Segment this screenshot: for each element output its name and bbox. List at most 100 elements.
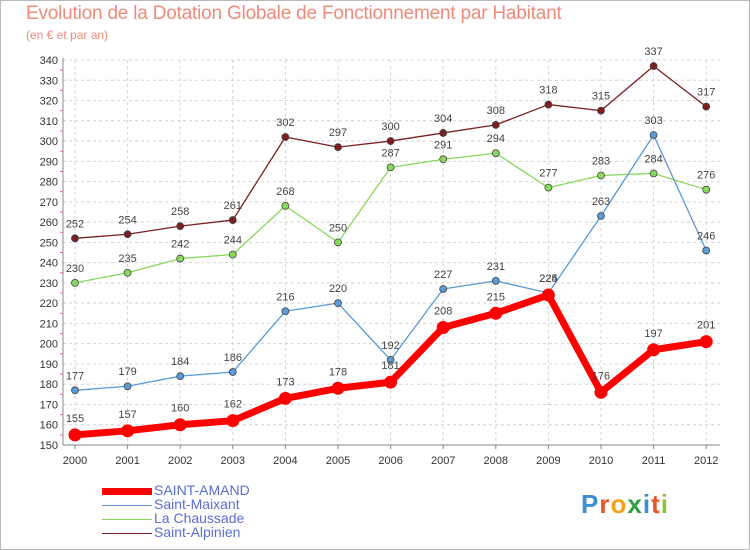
data-point (331, 381, 345, 395)
x-tick-label: 2008 (484, 455, 508, 467)
data-point (541, 288, 555, 302)
data-point (597, 106, 605, 115)
y-tick-label: 250 (40, 237, 58, 249)
data-point (702, 185, 711, 194)
data-label: 208 (434, 305, 452, 317)
data-label: 297 (329, 127, 347, 139)
data-labels: 252 254 258 261 302 297 300 304 308 318 315 337 317 2… (66, 46, 716, 425)
data-point (699, 335, 713, 349)
axes (60, 58, 720, 449)
data-label: 197 (644, 328, 662, 340)
legend-item-saint-maixant: Saint-Maixant (102, 496, 302, 512)
data-label: 220 (329, 283, 347, 295)
data-point (228, 250, 237, 259)
data-point (491, 120, 500, 129)
data-point (281, 201, 290, 210)
y-tick-label: 330 (40, 75, 58, 87)
data-point (71, 234, 79, 243)
tick-labels: 150 160 170 180 190 200 210 220 230 240 250 260 270 2… (40, 55, 719, 467)
data-point (439, 285, 448, 293)
data-point (436, 320, 450, 334)
y-tick-label: 290 (40, 156, 58, 168)
data-point (439, 155, 448, 164)
line-chart: 150 160 170 180 190 200 210 220 230 240 250 260 270 2… (40, 46, 720, 467)
x-tick-label: 2006 (378, 455, 402, 467)
y-tick-label: 300 (40, 136, 58, 148)
data-point (228, 368, 237, 376)
data-label: 225 (539, 273, 557, 285)
data-point (281, 133, 290, 141)
data-label: 242 (171, 239, 189, 251)
y-tick-label: 160 (40, 420, 58, 432)
data-label: 235 (118, 253, 136, 265)
data-point (384, 375, 398, 389)
data-point (386, 137, 395, 145)
data-label: 177 (66, 370, 84, 382)
legend-swatch-la-chaussade (102, 519, 152, 520)
legend-label: SAINT-AMAND (154, 482, 250, 498)
data-label: 337 (644, 46, 662, 58)
x-tick-label: 2001 (115, 455, 139, 467)
legend-label: Saint-Alpinien (154, 524, 241, 540)
data-point (334, 143, 342, 152)
data-label: 155 (66, 413, 84, 425)
data-label: 300 (381, 121, 399, 133)
data-point (489, 306, 503, 320)
data-label: 179 (118, 366, 136, 378)
y-tick-label: 150 (40, 440, 58, 452)
data-point (71, 386, 79, 395)
legend-item-saint-alpinien: Saint-Alpinien (102, 524, 302, 540)
data-label: 192 (381, 340, 399, 352)
x-tick-label: 2003 (221, 455, 245, 467)
y-tick-label: 340 (40, 55, 58, 67)
logo-letter: P (581, 489, 600, 519)
y-tick-label: 270 (40, 197, 58, 209)
data-point (176, 222, 185, 231)
data-point (123, 382, 132, 391)
x-tick-label: 2009 (536, 455, 560, 467)
logo-letter: o (610, 489, 628, 519)
data-point (649, 169, 658, 178)
data-label: 157 (118, 409, 136, 421)
data-point (597, 212, 605, 220)
data-point (491, 276, 500, 285)
data-label: 230 (66, 263, 84, 275)
data-label: 160 (171, 403, 189, 415)
x-tick-label: 2004 (273, 455, 297, 467)
logo-letter: r (599, 489, 611, 519)
data-label: 224 (539, 273, 557, 285)
data-label: 173 (276, 376, 294, 388)
data-label: 263 (592, 196, 610, 208)
x-tick-label: 2007 (431, 455, 455, 467)
data-point (228, 216, 237, 224)
data-point (281, 307, 290, 316)
y-tick-label: 320 (40, 96, 58, 108)
y-tick-label: 280 (40, 177, 58, 189)
x-tick-label: 2011 (642, 455, 666, 467)
logo-letter: i (642, 489, 652, 519)
data-point (334, 238, 342, 247)
data-point (386, 355, 395, 364)
data-point (226, 414, 240, 428)
data-point (439, 129, 448, 137)
data-point (173, 418, 187, 432)
x-tick-label: 2005 (326, 455, 350, 467)
legend-label: Saint-Maixant (154, 496, 240, 512)
y-tick-label: 180 (40, 379, 58, 391)
data-label: 231 (487, 261, 505, 273)
data-point (386, 163, 395, 172)
legend-item-saint-amand: SAINT-AMAND (102, 482, 302, 498)
data-label: 276 (697, 170, 715, 182)
data-label: 244 (224, 235, 242, 247)
data-label: 250 (329, 222, 347, 234)
data-label: 216 (276, 291, 294, 303)
data-label: 317 (697, 87, 715, 99)
legend-swatch-saint-amand (102, 488, 152, 495)
y-tick-label: 240 (40, 258, 58, 270)
data-label: 308 (487, 105, 505, 117)
data-point (647, 343, 661, 357)
series-points (68, 62, 713, 442)
data-label: 261 (224, 200, 242, 212)
data-label: 178 (329, 366, 347, 378)
data-point (123, 268, 132, 277)
